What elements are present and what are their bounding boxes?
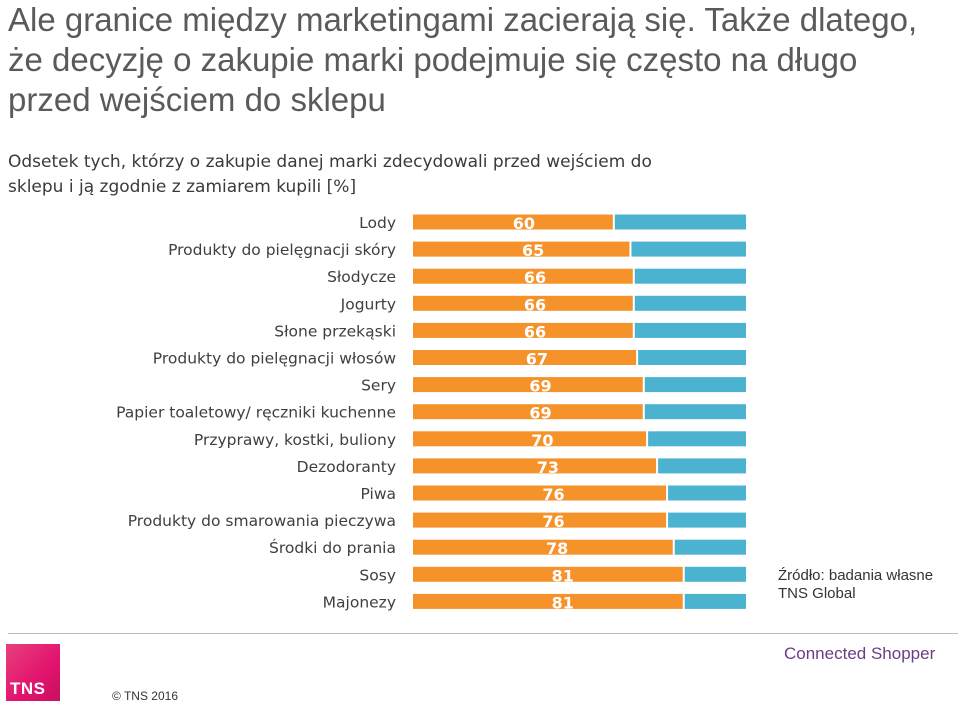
bar-value: [413, 539, 673, 555]
bar-value: [413, 431, 647, 447]
bar-data-label: 81: [552, 593, 574, 612]
bar-value: [413, 566, 683, 582]
bar-value: [413, 241, 630, 257]
bar-value: [413, 485, 667, 501]
category-label: Produkty do pielęgnacji włosów: [153, 350, 397, 368]
category-label: Przyprawy, kostki, buliony: [194, 431, 396, 449]
bar-remainder: [684, 566, 746, 582]
bar-remainder: [634, 295, 746, 311]
bar-value: [413, 593, 683, 609]
bar-remainder: [684, 593, 746, 609]
bar-data-label: 76: [542, 485, 564, 504]
bar-value: [413, 295, 633, 311]
category-label: Jogurty: [340, 295, 396, 313]
category-label: Słodycze: [327, 268, 396, 286]
category-label: Produkty do smarowania pieczywa: [128, 512, 396, 530]
category-label: Lody: [359, 214, 396, 232]
category-label: Produkty do pielęgnacji skóry: [168, 241, 396, 259]
bar-remainder: [644, 377, 746, 393]
bar-remainder: [634, 268, 746, 284]
footer-divider: [8, 633, 958, 634]
bar-remainder: [658, 458, 746, 474]
connected-shopper-brand: Connected Shopper: [784, 644, 936, 663]
bar-data-label: 66: [524, 268, 546, 287]
bar-data-label: 76: [542, 512, 564, 531]
bar-data-label: 60: [513, 214, 535, 233]
bar-remainder: [674, 539, 746, 555]
bar-data-label: 69: [529, 404, 551, 423]
category-label: Majonezy: [323, 593, 396, 611]
bar-value: [413, 458, 657, 474]
bar-value: [413, 404, 643, 420]
category-label: Papier toaletowy/ ręczniki kuchenne: [116, 404, 396, 422]
tns-logo: TNS: [6, 644, 60, 701]
bar-value: [413, 322, 633, 338]
category-label: Dezodoranty: [297, 458, 396, 476]
bar-remainder: [648, 431, 746, 447]
bar-remainder: [668, 485, 746, 501]
bar-value: [413, 268, 633, 284]
bar-remainder: [638, 350, 746, 365]
bar-remainder: [644, 404, 746, 420]
bar-data-label: 70: [531, 431, 553, 450]
bar-data-label: 67: [526, 350, 548, 369]
bar-data-label: 81: [552, 566, 574, 585]
bar-remainder: [634, 322, 746, 338]
category-label: Środki do prania: [269, 538, 396, 557]
chart-subtitle: Odsetek tych, którzy o zakupie danej mar…: [8, 152, 652, 197]
headline: Ale granice między marketingami zacieraj…: [8, 1, 918, 118]
category-label: Sosy: [359, 566, 396, 584]
bar-data-label: 78: [546, 539, 568, 558]
bar-data-label: 73: [537, 458, 559, 477]
category-label: Piwa: [361, 485, 397, 503]
bar-remainder: [614, 214, 746, 230]
bar-remainder: [668, 512, 746, 528]
source-note: Źródło: badania własne TNS Global: [778, 567, 934, 602]
category-label: Sery: [361, 377, 396, 395]
copyright-text: © TNS 2016: [112, 689, 178, 703]
bar-data-label: 69: [529, 377, 551, 396]
bar-value: [413, 377, 643, 393]
bar-data-label: 66: [524, 322, 546, 341]
bar-data-label: 65: [522, 241, 544, 260]
category-label: Słone przekąski: [274, 322, 396, 340]
bar-remainder: [631, 241, 746, 257]
bar-data-label: 66: [524, 295, 546, 314]
bar-value: [413, 214, 613, 230]
tns-logo-text: TNS: [10, 679, 46, 698]
bar-value: [413, 350, 637, 365]
bar-value: [413, 512, 667, 528]
